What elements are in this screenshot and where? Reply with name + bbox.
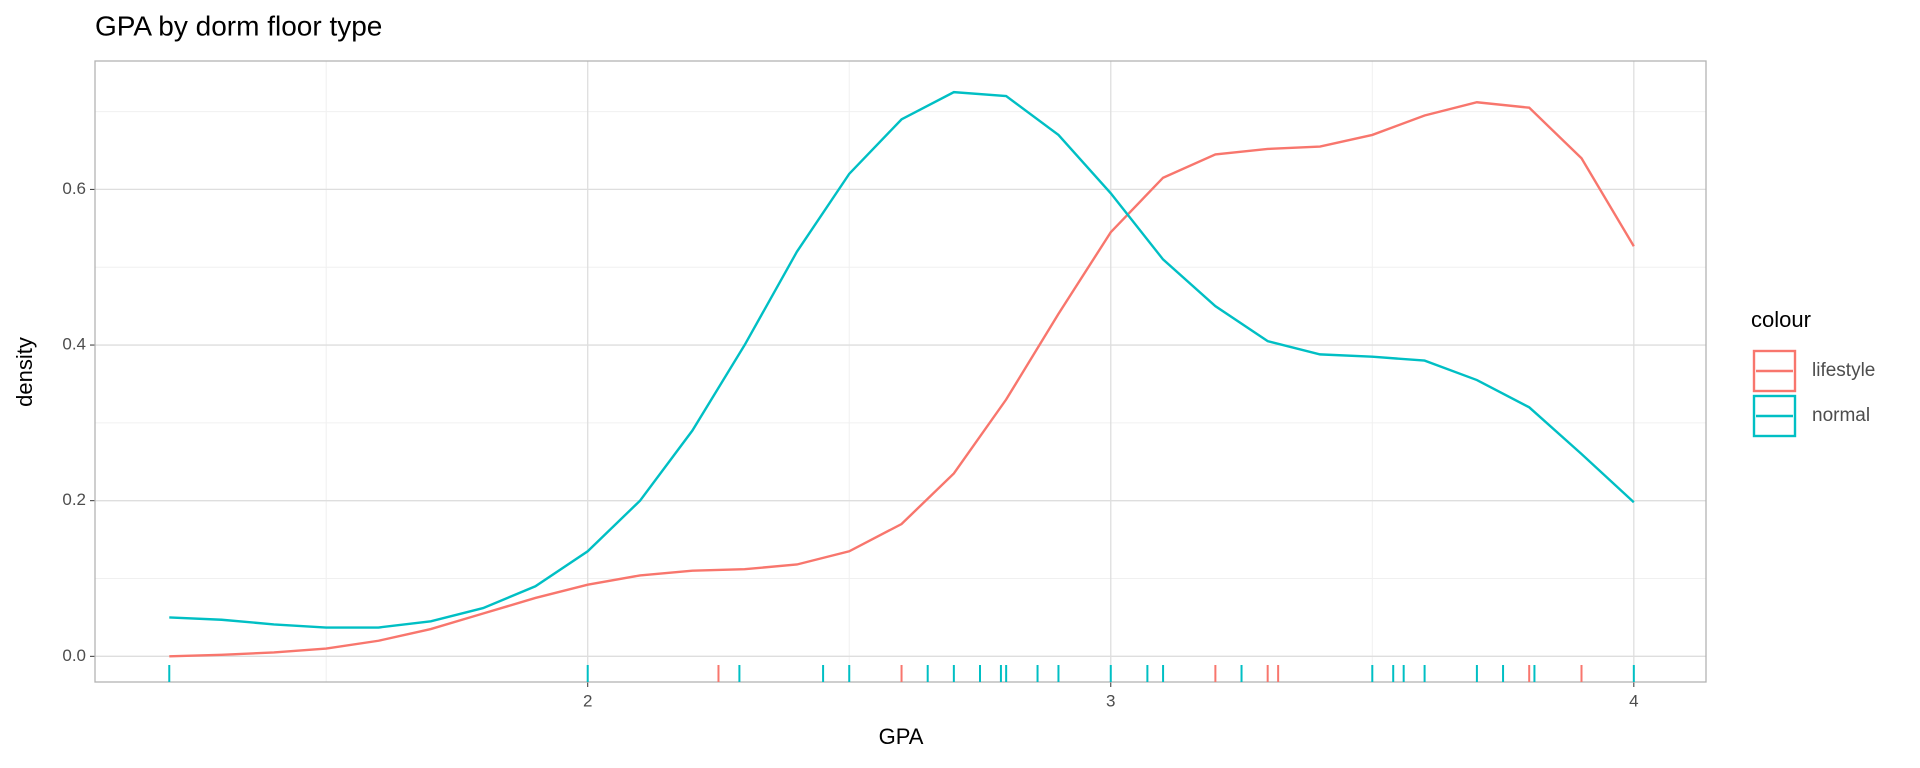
plot-border <box>94 60 1707 683</box>
chart-title: GPA by dorm floor type <box>95 10 382 41</box>
legend-title: colour <box>1751 307 1811 332</box>
legend-label: normal <box>1812 405 1870 426</box>
x-tick-label: 4 <box>1629 691 1638 710</box>
density-line <box>169 101 1635 658</box>
legend-label: lifestyle <box>1812 360 1875 381</box>
x-tick-label: 2 <box>583 691 592 710</box>
x-axis-label: GPA <box>879 724 924 749</box>
x-tick-label: 3 <box>1106 691 1115 710</box>
y-tick-label: 0.2 <box>62 490 86 509</box>
y-tick-label: 0.4 <box>62 335 86 354</box>
y-axis-label: density <box>12 337 37 407</box>
y-tick-label: 0.0 <box>62 646 86 665</box>
density-line <box>169 90 1635 629</box>
y-tick-label: 0.6 <box>62 179 86 198</box>
